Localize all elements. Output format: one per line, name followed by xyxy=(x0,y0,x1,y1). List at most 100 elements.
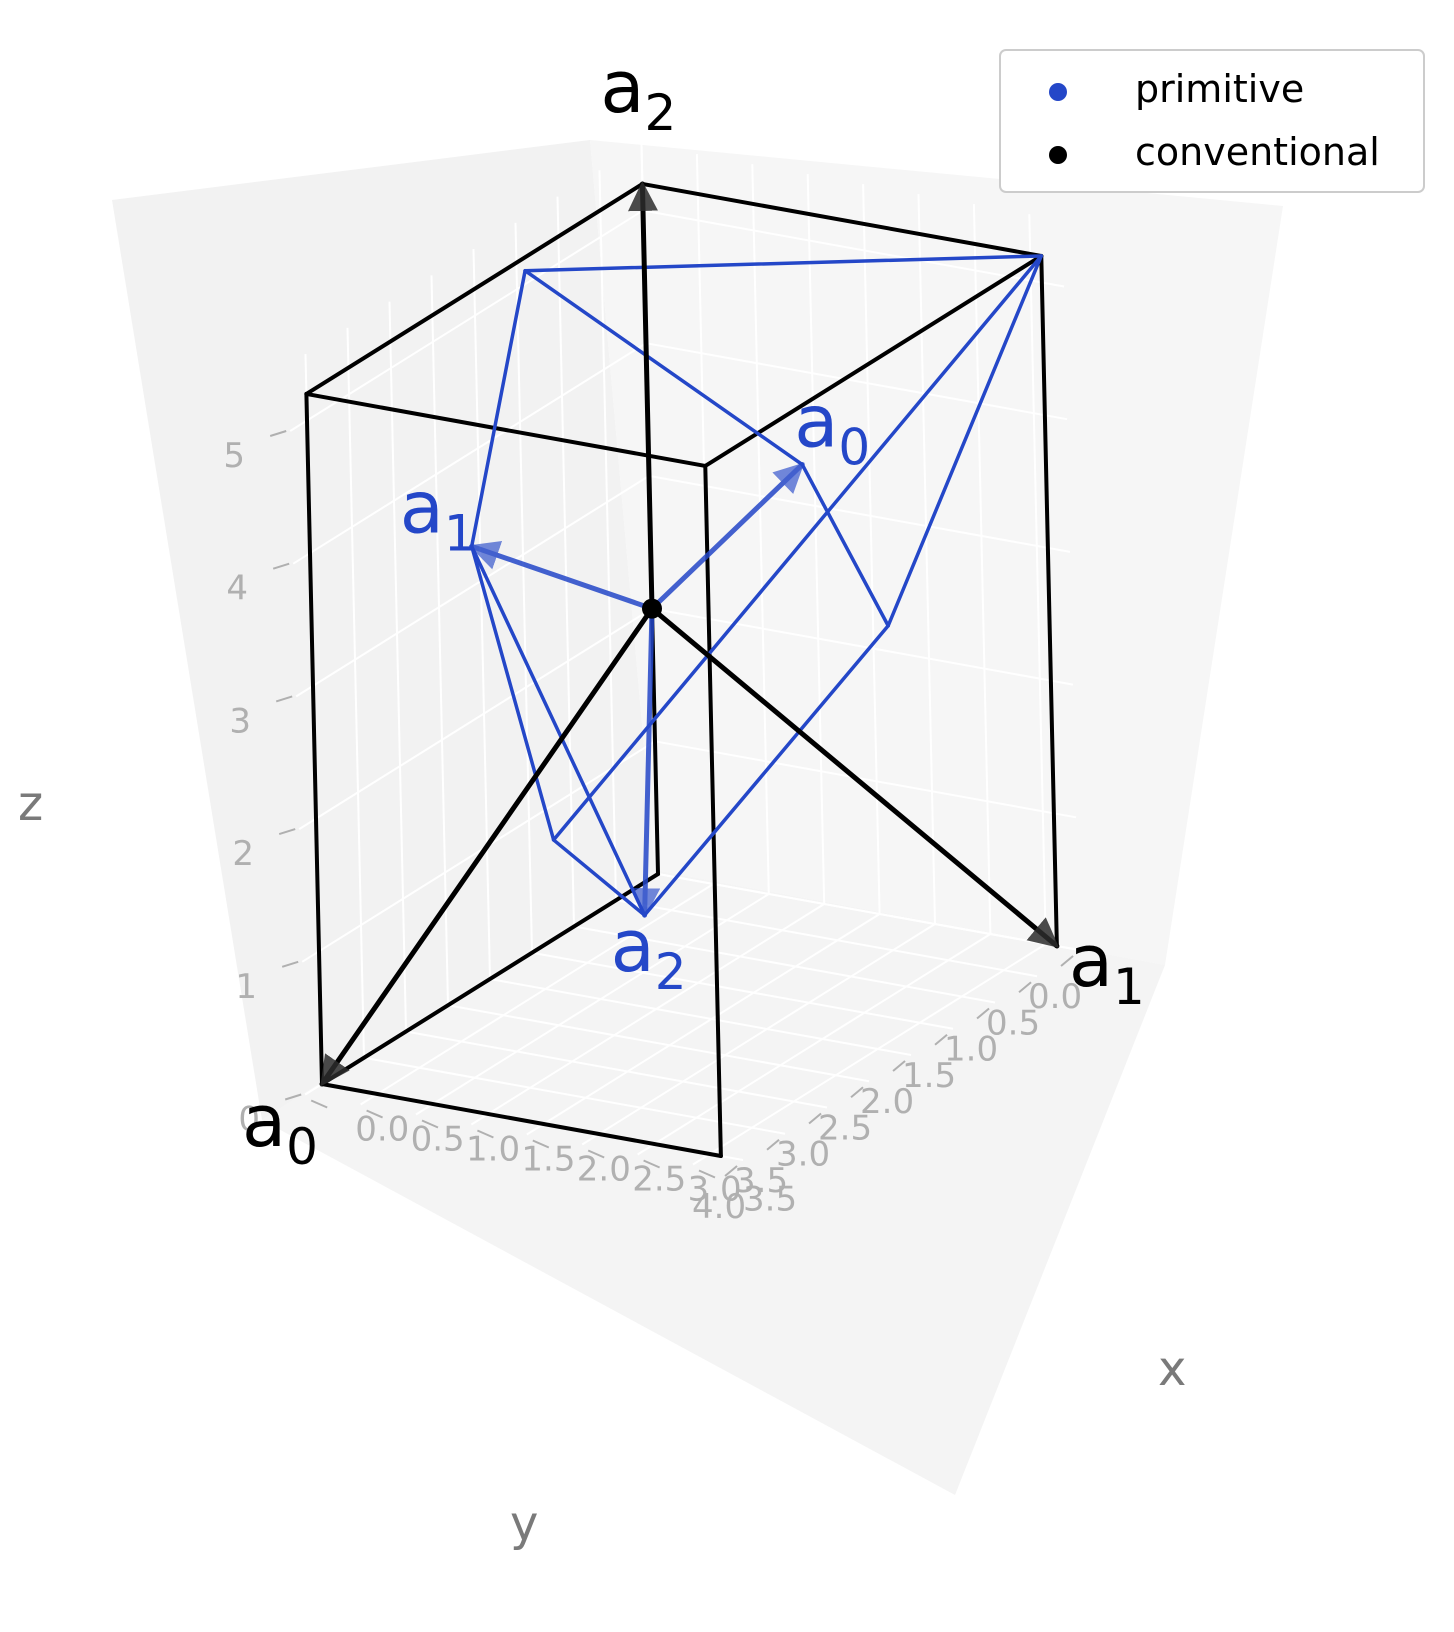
primitive-edge xyxy=(523,254,1044,273)
y-tick-label: 3.5 xyxy=(734,1161,788,1201)
primitive-vector-a0 xyxy=(649,462,805,612)
y-tick xyxy=(850,1086,864,1099)
conventional-cell xyxy=(304,181,1059,1158)
side-grid-z xyxy=(648,474,1071,553)
side-grid-x xyxy=(1028,214,1047,945)
legend-label-primitive: primitive xyxy=(1135,67,1304,111)
side-grid-x xyxy=(917,194,936,925)
conventional-vector-label-a2: a2 xyxy=(600,45,676,142)
floor-grid-y xyxy=(447,1004,870,1083)
x-tick-label: 2.0 xyxy=(577,1150,631,1190)
x-tick-label: 0.0 xyxy=(355,1110,409,1150)
legend: primitive conventional xyxy=(999,49,1425,193)
y-tick-label: 2.0 xyxy=(860,1082,914,1122)
back-grid-z xyxy=(289,209,644,432)
legend-box xyxy=(999,49,1425,193)
back-grid-y xyxy=(430,275,449,1006)
z-tick-label: 0 xyxy=(238,1100,260,1140)
x-tick-label: 1.5 xyxy=(521,1140,575,1180)
floor-grid-y xyxy=(405,1030,828,1109)
x-tick-label: 0.5 xyxy=(411,1120,465,1160)
x-tick xyxy=(476,1129,494,1139)
y-tick xyxy=(934,1033,948,1046)
conventional-edge xyxy=(1039,253,1059,948)
floor-grid-y xyxy=(363,1056,786,1135)
z-tick xyxy=(272,562,290,570)
legend-marker-primitive xyxy=(1049,83,1067,101)
back-grid-y xyxy=(598,170,617,901)
y-tick xyxy=(976,1007,990,1020)
conventional-edge xyxy=(304,391,708,468)
side-grid-z xyxy=(642,209,1065,288)
back-grid-y xyxy=(346,327,365,1058)
y-tick-label: 4.0 xyxy=(692,1187,746,1227)
back-grid-y xyxy=(556,196,575,927)
y-tick-label: 1.5 xyxy=(902,1056,956,1096)
primitive-vector-a1 xyxy=(468,540,655,612)
z-tick xyxy=(281,960,299,968)
z-tick-label: 5 xyxy=(223,436,245,476)
y-axis-title: y xyxy=(510,1496,538,1552)
primitive-edge xyxy=(886,254,1044,628)
back-grid-z xyxy=(292,342,647,565)
tick-marks xyxy=(269,430,1074,1179)
legend-marker-conventional xyxy=(1049,146,1067,164)
x-tick xyxy=(532,1139,550,1149)
side-grid-z xyxy=(651,607,1074,686)
floor-grid-y xyxy=(615,899,1038,978)
z-tick-label: 1 xyxy=(235,967,257,1007)
y-tick-label: 0.5 xyxy=(986,1003,1040,1043)
z-tick-label: 2 xyxy=(232,834,254,874)
back-grid-y xyxy=(514,222,533,953)
floor-grid-y xyxy=(531,951,954,1030)
x-tick-label: 3.5 xyxy=(743,1180,797,1220)
conventional-vector-a2 xyxy=(628,180,659,612)
y-tick-label: 3.0 xyxy=(776,1135,830,1175)
y-tick xyxy=(766,1138,780,1151)
x-tick xyxy=(421,1119,439,1129)
y-tick-label: 2.5 xyxy=(818,1108,872,1148)
conventional-edge xyxy=(703,253,1044,468)
floor-grid-y xyxy=(489,978,912,1056)
conventional-edge xyxy=(304,181,645,396)
z-tick xyxy=(278,828,296,836)
x-tick xyxy=(643,1159,661,1169)
y-tick xyxy=(1060,955,1074,967)
side-grid-z xyxy=(645,342,1068,421)
z-tick xyxy=(269,430,287,437)
primitive-vector-a2 xyxy=(630,606,661,919)
side-grid-x xyxy=(806,174,826,905)
primitive-edge xyxy=(800,462,890,628)
back-grid-z xyxy=(295,475,650,698)
x-tick-label: 3.0 xyxy=(688,1170,742,1210)
x-tick-label: 2.5 xyxy=(632,1160,686,1200)
back-grid-z xyxy=(298,607,653,830)
back-grid-y xyxy=(472,249,491,980)
primitive-edge xyxy=(469,268,527,549)
tick-labels: 0.0 0.5 1.0 1.5 2.0 2.5 3.0 3.50.00.51.01.52.02… xyxy=(223,436,1082,1227)
y-tick xyxy=(808,1112,822,1125)
back-grid-z xyxy=(301,740,656,963)
x-tick xyxy=(310,1099,328,1109)
conventional-edge xyxy=(640,181,1044,258)
primitive-edge xyxy=(523,268,805,467)
conventional-edge xyxy=(320,872,660,1086)
pane-side-wall xyxy=(590,140,1283,965)
y-tick-label: 1.0 xyxy=(944,1030,998,1070)
side-grid-x xyxy=(972,204,992,935)
conventional-edge xyxy=(304,391,324,1086)
y-tick xyxy=(1018,981,1032,994)
side-grid-z xyxy=(657,873,1080,951)
y-tick-label: 0.0 xyxy=(1028,977,1082,1017)
z-axis-title: z xyxy=(18,776,43,832)
floor-grid-y xyxy=(573,925,996,1004)
side-grid-x xyxy=(862,184,881,915)
z-tick xyxy=(275,695,293,703)
x-tick xyxy=(366,1109,384,1119)
legend-label-conventional: conventional xyxy=(1135,130,1380,174)
x-axis-title: x xyxy=(1158,1341,1186,1397)
primitive-edge xyxy=(642,624,890,917)
y-tick xyxy=(892,1060,906,1072)
